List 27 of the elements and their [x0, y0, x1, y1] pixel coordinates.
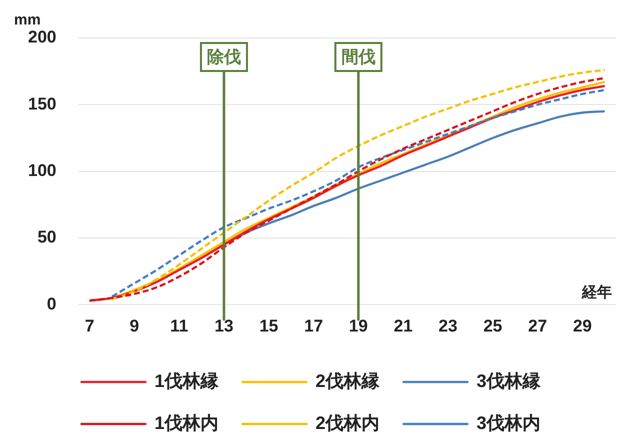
- legend-label: 3伐林縁: [476, 370, 542, 391]
- legend-label: 1伐林縁: [154, 370, 220, 391]
- x-tick-label: 19: [348, 316, 368, 336]
- y-tick-label: 100: [28, 160, 56, 180]
- y-tick-label: 200: [28, 28, 56, 47]
- x-tick-label: 17: [304, 316, 324, 336]
- y-axis-title: mm: [14, 12, 41, 29]
- x-tick-label: 25: [483, 316, 502, 336]
- x-tick-label: 7: [84, 316, 94, 336]
- x-tick-label: 27: [528, 316, 548, 336]
- y-tick-label: 150: [28, 94, 56, 114]
- ref-line-label: 除伐: [206, 48, 241, 67]
- x-tick-label: 29: [572, 316, 592, 336]
- x-tick-label: 9: [130, 316, 140, 336]
- x-tick-label: 13: [214, 316, 234, 336]
- legend-label: 3伐林内: [476, 412, 541, 433]
- x-tick-label: 11: [170, 316, 188, 336]
- x-axis-title: 経年: [581, 284, 612, 302]
- x-tick-label: 21: [394, 316, 413, 336]
- y-tick-label: 0: [46, 294, 56, 314]
- y-tick-label: 50: [37, 228, 56, 247]
- legend-label: 2伐林内: [315, 412, 380, 433]
- ref-line-label: 間伐: [341, 48, 376, 67]
- legend-label: 2伐林縁: [315, 370, 381, 391]
- x-tick-label: 23: [438, 316, 458, 336]
- legend-label: 1伐林内: [154, 412, 218, 433]
- x-tick-label: 15: [259, 316, 278, 336]
